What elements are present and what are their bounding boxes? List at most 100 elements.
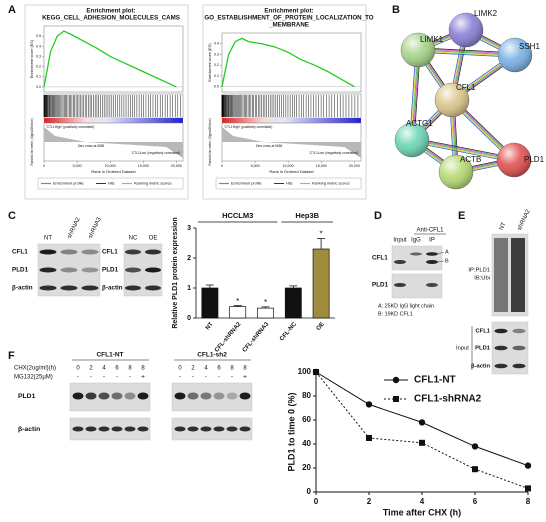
blot-band (512, 345, 526, 351)
lane-label: OE (149, 236, 158, 242)
point (418, 419, 426, 426)
time-label: 8 (230, 366, 234, 372)
metric-area (44, 127, 183, 158)
point (525, 485, 531, 492)
bar (284, 287, 302, 319)
blot-band (213, 426, 225, 432)
blot (69, 417, 151, 441)
y-tick-label: 0.0 (36, 85, 41, 89)
node-label: LIMK1 (420, 35, 444, 44)
blot-band (60, 267, 78, 273)
row-label: CFL1 (476, 329, 491, 335)
y-tick-label: 3 (187, 225, 191, 232)
blot-band (85, 426, 97, 432)
x-tick-label: 15,000 (316, 164, 327, 168)
row-label: IB:Ubi (474, 276, 490, 282)
sign-label: - (77, 374, 79, 381)
y-axis-label: Enrichment score (ES) (208, 43, 212, 82)
chart-title: Enrichment plot: (86, 8, 135, 15)
y-tick-label: 2 (187, 255, 191, 262)
blot-band (394, 260, 406, 264)
row-label: PLD1 (12, 267, 29, 274)
row-label: PLD1 (18, 393, 36, 400)
pointer (437, 251, 445, 255)
panel-label: E (458, 210, 465, 222)
time-label: 4 (102, 366, 106, 372)
legend-label: Enrichment profile (231, 182, 262, 186)
group-label: Hep3B (295, 211, 319, 220)
group-label: HCCLM3 (222, 211, 253, 220)
network-edge (412, 138, 515, 160)
blot-band (111, 392, 123, 400)
node-label: CFL1 (456, 83, 476, 92)
es-line (43, 30, 177, 88)
metric-area (222, 127, 361, 158)
blot-band (213, 392, 225, 400)
sign-label: + (243, 374, 247, 381)
point (313, 369, 319, 375)
blot-band (145, 249, 161, 255)
x-tick-label: 2 (367, 497, 372, 506)
legend-label: CFL1-shRNA2 (414, 394, 482, 405)
blot (171, 417, 253, 441)
network-edge (411, 140, 514, 162)
chart-title: Enrichment plot: (264, 8, 313, 15)
es-line (221, 37, 355, 88)
node-shine (401, 33, 435, 67)
legend-label: Hits (108, 182, 115, 186)
blot-band (226, 426, 238, 432)
sign-label: - (218, 374, 220, 381)
chart-title: _MEMBRANE (268, 22, 309, 29)
y-tick-label: 80 (302, 391, 311, 400)
lane-label: NT (44, 236, 52, 242)
annotation: Zero cross at 5656 (78, 144, 105, 148)
blot-band (187, 392, 199, 400)
panel-label: C (8, 210, 16, 222)
blot-band (174, 392, 186, 400)
blot-band (494, 345, 508, 351)
row-label: β-actin (102, 285, 123, 292)
blot-band (426, 260, 438, 264)
time-label: 8 (141, 366, 145, 372)
group-label: Input (456, 346, 469, 352)
row-label: IP:PLD1 (468, 268, 490, 274)
lane-label: IP (429, 238, 435, 244)
blot-band (494, 328, 508, 334)
legend-marker (392, 376, 400, 384)
x-tick-label: 6 (473, 497, 478, 506)
node-label: LIMK2 (474, 9, 498, 18)
node-shine (439, 155, 473, 189)
blot-band (239, 392, 251, 400)
node-shine (395, 123, 429, 157)
note: B: 19KD CFL1 (378, 311, 413, 317)
rank-gradient (44, 118, 183, 123)
blot-band (85, 392, 97, 400)
y-tick-label: 0.2 (214, 63, 219, 67)
band-mark: B (445, 258, 449, 264)
hits-frame (43, 93, 184, 119)
x-tick-label: 0 (314, 497, 319, 506)
blot-band (39, 249, 57, 255)
blot-band (81, 285, 99, 291)
sign-label: - (231, 374, 233, 381)
blot-band (98, 426, 110, 432)
x-tick-label: 20,000 (171, 164, 182, 168)
ub-smear (511, 238, 525, 312)
blot-band (60, 285, 78, 291)
blot-band (426, 252, 438, 256)
panel-label: F (8, 350, 15, 362)
chart-title: GO_ESTABLISHMENT_OF_PROTEIN_LOCALIZATION… (204, 15, 373, 22)
time-label: 0 (178, 366, 182, 372)
y-axis-label: Enrichment score (ES) (30, 39, 34, 78)
blot-band (200, 392, 212, 400)
legend-box (215, 177, 362, 190)
sign-label: - (103, 374, 105, 381)
bar (257, 307, 274, 319)
bar (312, 248, 330, 319)
y-tick-label: 100 (298, 367, 312, 376)
blot-band (125, 285, 141, 291)
ub-smear (494, 238, 508, 312)
x-tick-label: 0 (43, 164, 45, 168)
panel-label: B (392, 4, 400, 16)
y-tick-label: 0.4 (214, 42, 219, 46)
